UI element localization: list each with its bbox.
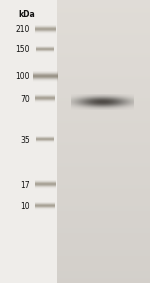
Text: 35: 35 — [20, 136, 30, 145]
Text: 70: 70 — [20, 95, 30, 104]
Text: 10: 10 — [20, 202, 30, 211]
Text: 17: 17 — [20, 181, 30, 190]
Text: kDa: kDa — [19, 10, 35, 19]
Text: 100: 100 — [15, 72, 30, 81]
Text: 210: 210 — [16, 25, 30, 34]
Text: 150: 150 — [15, 45, 30, 54]
